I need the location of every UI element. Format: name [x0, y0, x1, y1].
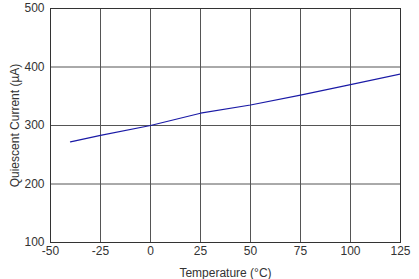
svg-text:100: 100 [340, 244, 360, 258]
svg-text:300: 300 [24, 118, 44, 132]
svg-text:25: 25 [194, 244, 208, 258]
svg-text:200: 200 [24, 177, 44, 191]
svg-text:-25: -25 [92, 244, 110, 258]
svg-text:50: 50 [244, 244, 258, 258]
svg-text:400: 400 [24, 60, 44, 74]
svg-text:100: 100 [24, 235, 45, 250]
svg-text:Quiescent Current (µA): Quiescent Current (µA) [8, 64, 22, 188]
svg-text:0: 0 [147, 244, 154, 258]
svg-text:-50: -50 [42, 244, 60, 258]
svg-text:125: 125 [390, 244, 410, 258]
svg-text:500: 500 [24, 1, 44, 15]
svg-text:Temperature (°C): Temperature (°C) [179, 266, 271, 279]
svg-text:75: 75 [294, 244, 308, 258]
